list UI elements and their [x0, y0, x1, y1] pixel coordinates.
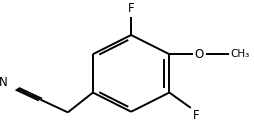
Text: O: O — [195, 48, 204, 61]
Text: N: N — [0, 76, 8, 89]
Text: F: F — [193, 109, 200, 122]
Text: F: F — [128, 2, 134, 14]
Text: CH₃: CH₃ — [231, 49, 250, 59]
